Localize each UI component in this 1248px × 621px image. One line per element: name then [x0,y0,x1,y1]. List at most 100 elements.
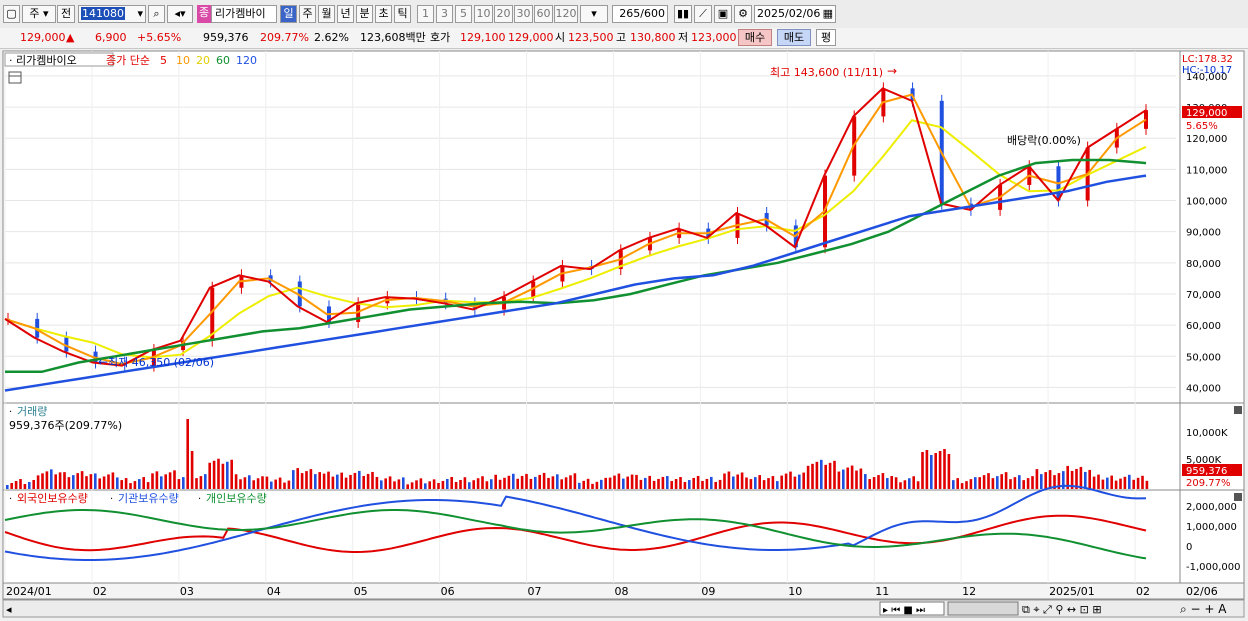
interval-3[interactable]: 3 [436,5,453,23]
save-icon[interactable]: ▣ [714,5,732,23]
period-year[interactable]: 년 [337,5,354,23]
volume-bar [635,474,638,489]
volume-bar [490,479,493,489]
settings-gear-icon[interactable]: ⚙ [734,5,752,23]
volume-bar [72,475,75,489]
volume-bar [591,483,594,489]
volume-bar [727,471,731,489]
volume-bar [410,482,414,489]
market-type-select[interactable]: 주 ▾ [22,5,56,23]
interval-60[interactable]: 60 [534,5,553,23]
volume-bar [1018,475,1021,489]
volume-bar [384,478,387,489]
volume-bar [252,480,255,489]
volume-bar [419,478,423,489]
volume-bar [1097,474,1100,489]
volume-bar [1110,475,1113,489]
up-arrow-icon: ▲ [66,31,75,44]
window-menu-icon[interactable]: ▢ [3,5,20,23]
interval-120[interactable]: 120 [554,5,578,23]
turnover-rate: 2.62% [314,31,349,44]
holdings-close-icon[interactable] [1234,493,1242,501]
period-day[interactable]: 일 [280,5,297,23]
volume-bar [534,476,537,489]
volume-bar [551,476,555,489]
volume-bar [182,477,185,489]
interval-30-label: 30 [516,7,531,20]
volume-bar [336,474,339,489]
volume-current-value: 959,376주(209.77%) [9,419,122,432]
volume-bar [1026,478,1030,489]
search-icon[interactable]: ⌕ [148,5,165,23]
volume-close-icon[interactable] [1234,406,1242,414]
volume-bar [94,473,97,489]
volume-bar [344,477,348,489]
volume-bar [76,473,79,489]
volume-bar [1066,465,1069,489]
sell-button[interactable]: 매도 [777,29,811,46]
price-ytick: 60,000 [1186,321,1221,332]
volume-bar [428,481,431,489]
interval-5[interactable]: 5 [455,5,472,23]
line-tool-icon[interactable]: ⟋ [694,5,712,23]
count-input[interactable]: 265/600 [612,5,668,23]
interval-1[interactable]: 1 [417,5,434,23]
price-type-button[interactable]: 전 [57,5,75,23]
interval-select[interactable]: ▾ [580,5,608,23]
volume-bar [608,477,612,489]
volume-bar [164,474,167,489]
volume-bar [512,473,515,489]
volume-bar [749,479,753,489]
volume-bar [846,467,849,489]
zoom-out-icon[interactable]: ⌕ − + A [1180,602,1227,616]
volume-bar [525,473,528,489]
stock-code-input[interactable]: 141080 ▾ [78,5,146,23]
candle-type-icon[interactable]: ▮▮ [674,5,692,23]
period-second-label: 초 [378,7,389,20]
volume-bar [925,450,929,489]
date-xtick: 05 [354,585,368,598]
high-label: 고 [616,31,627,44]
scroll-left-icon[interactable]: ◂ [6,603,12,616]
period-week[interactable]: 주 [299,5,316,23]
playback-controls[interactable] [879,601,945,616]
volume-bar [740,472,744,489]
volume-bar [221,463,225,489]
volume-bar [248,475,251,489]
holdings-ytick-0: 2,000,000 [1186,502,1237,513]
interval-30[interactable]: 30 [514,5,533,23]
month-grid [4,51,1136,583]
scroll-thumb[interactable] [947,601,1019,616]
volume-bar [129,483,132,489]
period-minute[interactable]: 분 [356,5,373,23]
volume-bar [824,464,827,489]
volume-bar [23,484,27,489]
moving-average-lines [4,87,1147,392]
period-tick[interactable]: 틱 [394,5,411,23]
dividend-annotation: 배당락(0.00%) [1007,134,1081,147]
high-annotation: 최고 143,600 (11/11) [770,66,883,79]
volume-bar [987,473,990,489]
period-month[interactable]: 월 [318,5,335,23]
speaker-icon[interactable]: ◂▾ [167,5,193,23]
date-xtick: 12 [962,585,976,598]
interval-10[interactable]: 10 [474,5,493,23]
zoom-tools-icons[interactable]: ⧉ ⌖ ⤢ ⚲ ↔ ⊡ ⊞ [1022,603,1102,616]
calendar-icon[interactable]: ▦ [822,7,833,20]
price-change-pct: +5.65% [137,31,182,44]
volume-bar [507,475,511,489]
legend-ma5: 5 [160,54,167,67]
playback-icons[interactable]: ▸ ⏮ ■ ⏭ [883,605,925,616]
table-toggle-icon[interactable] [8,71,22,84]
volume-bar [969,479,973,489]
buy-button[interactable]: 매수 [738,29,772,46]
period-second[interactable]: 초 [375,5,392,23]
interval-20[interactable]: 20 [494,5,513,23]
date-input[interactable]: 2025/02/06 ▦ [754,5,836,23]
volume-ytick-1: 5,000K [1186,455,1222,466]
volume-bar [850,465,854,489]
volume-bar [283,482,286,489]
volume-bar [476,478,480,489]
volume-bar [494,474,497,489]
average-button[interactable]: 평 [816,29,836,46]
